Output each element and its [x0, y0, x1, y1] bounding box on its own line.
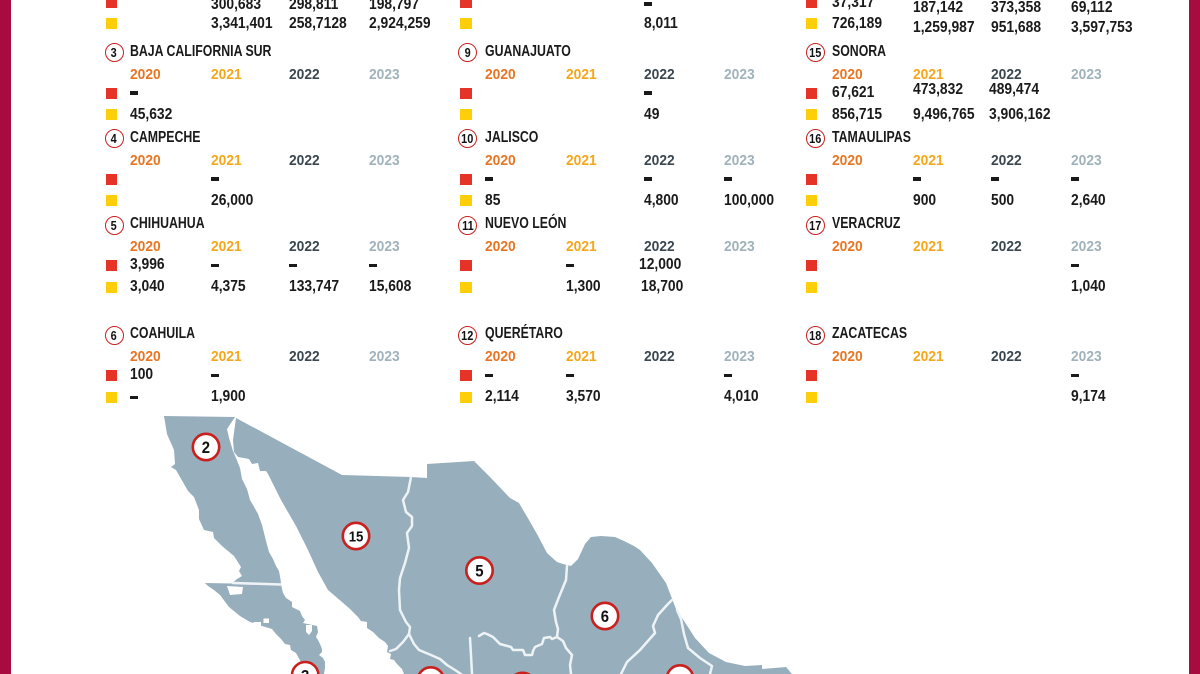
svg-text:14: 14	[424, 673, 439, 674]
svg-text:2: 2	[202, 438, 210, 457]
svg-text:5: 5	[475, 562, 483, 581]
svg-text:11: 11	[673, 671, 688, 674]
svg-text:6: 6	[601, 607, 609, 626]
svg-text:15: 15	[349, 528, 364, 545]
svg-text:3: 3	[301, 666, 309, 674]
